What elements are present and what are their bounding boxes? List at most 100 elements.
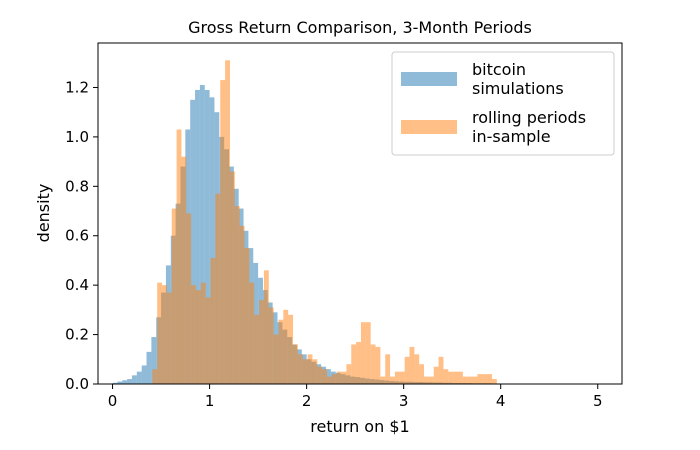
x-tick-label: 1: [205, 392, 215, 410]
bar-series-1-bin-16: [229, 171, 235, 384]
bar-series-1-bin-64: [462, 376, 468, 384]
bar-series-1-bin-34: [317, 366, 323, 384]
bar-series-1-bin-4: [171, 208, 177, 384]
bar-series-0-bin-5: [136, 371, 142, 384]
legend: bitcoin simulations rolling periods in-s…: [391, 51, 615, 156]
bar-series-1-bin-15: [225, 60, 230, 385]
x-axis-label: return on $1: [310, 417, 409, 436]
bar-series-0-bin-6: [141, 365, 147, 384]
bar-series-1-bin-56: [424, 376, 429, 384]
bar-series-1-bin-21: [254, 314, 260, 384]
bar-series-1-bin-17: [234, 206, 240, 384]
bar-series-1-bin-6: [181, 156, 187, 384]
bar-series-1-bin-30: [297, 354, 303, 384]
bar-series-1-bin-32: [307, 354, 313, 384]
bar-series-1-bin-68: [482, 374, 488, 384]
bar-series-1-bin-59: [438, 356, 444, 384]
x-tick-label: 4: [496, 392, 506, 410]
bar-series-1-bin-44: [365, 322, 371, 384]
bar-series-1-bin-11: [205, 297, 211, 384]
bar-series-1-bin-69: [487, 374, 492, 384]
bar-series-1-bin-55: [419, 364, 425, 384]
legend-label-line: in-sample: [472, 127, 551, 146]
y-tick-label: 1.0: [65, 128, 89, 146]
bar-series-1-bin-66: [472, 376, 478, 384]
bar-series-1-bin-37: [331, 374, 337, 384]
bar-series-1-bin-22: [259, 299, 264, 384]
bar-series-1-bin-31: [302, 359, 308, 384]
legend-swatch-bitcoin-simulations: [401, 72, 457, 86]
bar-series-0-bin-44: [326, 369, 331, 384]
legend-swatch-rolling-periods: [401, 120, 457, 134]
x-tick-label: 5: [593, 392, 603, 410]
bar-series-1-bin-67: [477, 374, 483, 384]
bar-series-1-bin-8: [191, 285, 197, 384]
bar-series-1-bin-48: [385, 354, 391, 384]
bar-series-1-bin-53: [409, 346, 415, 384]
bar-series-0-bin-4: [131, 375, 137, 384]
bar-series-0-bin-3: [127, 379, 132, 384]
bar-series-1-bin-1: [157, 282, 163, 384]
y-tick-label: 0.0: [65, 375, 89, 393]
bar-series-0-bin-2: [122, 380, 128, 384]
bar-series-1-bin-52: [404, 356, 410, 384]
bar-series-1-bin-50: [394, 371, 400, 384]
bar-series-0-bin-1: [117, 381, 123, 384]
x-tick-label: 2: [302, 392, 312, 410]
bar-series-1-bin-7: [186, 213, 192, 384]
bar-series-0-bin-0: [112, 382, 118, 384]
bar-series-1-bin-46: [375, 346, 381, 384]
legend-label-rolling-periods: rolling periods in-sample: [472, 108, 591, 146]
legend-label-line: simulations: [472, 79, 564, 98]
bar-series-1-bin-38: [336, 371, 342, 384]
bar-series-1-bin-40: [346, 364, 352, 384]
bar-series-1-bin-28: [288, 314, 294, 384]
bar-series-1-bin-62: [453, 371, 459, 384]
legend-label-line: rolling periods: [472, 108, 586, 127]
y-tick-label: 0.4: [65, 276, 89, 294]
bar-series-1-bin-2: [162, 285, 167, 384]
bar-series-1-bin-13: [215, 193, 221, 384]
bar-series-1-bin-36: [327, 376, 332, 384]
bar-series-1-bin-60: [443, 369, 449, 384]
bar-series-1-bin-24: [268, 307, 274, 384]
bar-series-0-bin-17: [195, 89, 200, 384]
bar-series-1-bin-54: [414, 354, 420, 384]
bar-series-1-bin-47: [380, 376, 386, 384]
bar-series-1-bin-57: [428, 376, 434, 384]
bar-series-1-bin-10: [200, 282, 206, 384]
bar-series-1-bin-25: [273, 334, 279, 384]
bar-series-1-bin-42: [356, 341, 361, 384]
x-tick-label: 3: [399, 392, 409, 410]
bar-series-1-bin-9: [196, 290, 201, 384]
y-axis-label: density: [34, 184, 53, 243]
bar-series-1-bin-0: [152, 369, 158, 384]
bar-series-0-bin-19: [204, 89, 210, 384]
plot-frame: [97, 42, 623, 385]
bar-series-1-bin-35: [322, 369, 328, 384]
bar-series-1-bin-33: [312, 359, 318, 384]
legend-label-line: bitcoin: [472, 60, 526, 79]
bar-series-1-bin-45: [370, 344, 376, 384]
y-tick-label: 1.2: [65, 78, 89, 96]
bar-series-1-bin-19: [244, 248, 250, 384]
bar-series-1-bin-18: [239, 225, 245, 384]
bar-series-1-bin-20: [249, 282, 255, 384]
bar-series-1-bin-5: [176, 129, 182, 384]
bar-series-1-bin-70: [491, 379, 497, 384]
bar-series-1-bin-61: [448, 371, 454, 384]
bar-series-1-bin-58: [433, 366, 439, 384]
bar-series-1-bin-27: [283, 309, 289, 384]
bar-series-1-bin-39: [341, 371, 347, 384]
bar-series-0-bin-18: [199, 85, 205, 384]
bar-series-1-bin-63: [458, 371, 463, 384]
bar-series-0-bin-16: [190, 99, 196, 384]
bar-series-1-bin-65: [467, 376, 473, 384]
bar-series-1-bin-49: [390, 376, 395, 384]
ticks-layer: 0 1 2 3 4 5 0.0 0.2 0.4 0.6 0.8 1.0 1.2: [65, 78, 602, 410]
bar-series-1-bin-51: [399, 371, 405, 384]
bars-layer: [112, 60, 598, 385]
chart-title: Gross Return Comparison, 3-Month Periods: [188, 18, 532, 37]
y-tick-label: 0.2: [65, 326, 89, 344]
